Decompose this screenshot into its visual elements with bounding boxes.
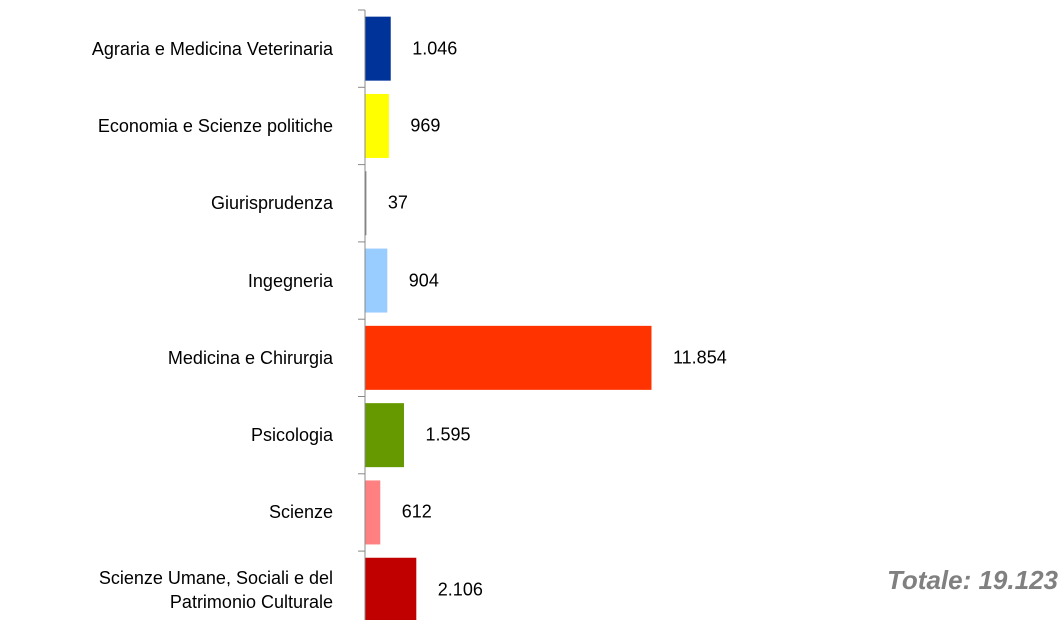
- bar: [365, 480, 381, 545]
- bar: [365, 557, 417, 620]
- bar: [365, 325, 652, 390]
- category-label: Agraria e Medicina Veterinaria: [91, 38, 333, 59]
- value-label: 904: [408, 270, 439, 291]
- category-label: Medicina e Chirurgia: [167, 347, 333, 368]
- bar: [365, 248, 388, 313]
- bar: [365, 403, 404, 468]
- value-label: 37: [387, 192, 408, 213]
- category-label: Scienze Umane, Sociali e del Patrimonio …: [98, 567, 333, 612]
- value-label: 11.854: [673, 347, 727, 368]
- bar: [365, 16, 391, 81]
- category-label: Psicologia: [250, 425, 333, 446]
- bar: [365, 93, 389, 158]
- bar: [365, 171, 367, 236]
- value-label: 2.106: [437, 579, 483, 600]
- total-annotation: Totale: 19.123: [886, 565, 1058, 595]
- value-label: 612: [401, 501, 432, 522]
- value-label: 969: [410, 115, 441, 136]
- value-label: 1.046: [412, 38, 458, 59]
- category-label: Scienze: [268, 502, 333, 523]
- category-label: Ingegneria: [247, 270, 333, 291]
- value-label: 1.595: [425, 424, 471, 445]
- category-label: Economia e Scienze politiche: [97, 115, 333, 136]
- category-label: Giurisprudenza: [210, 193, 333, 214]
